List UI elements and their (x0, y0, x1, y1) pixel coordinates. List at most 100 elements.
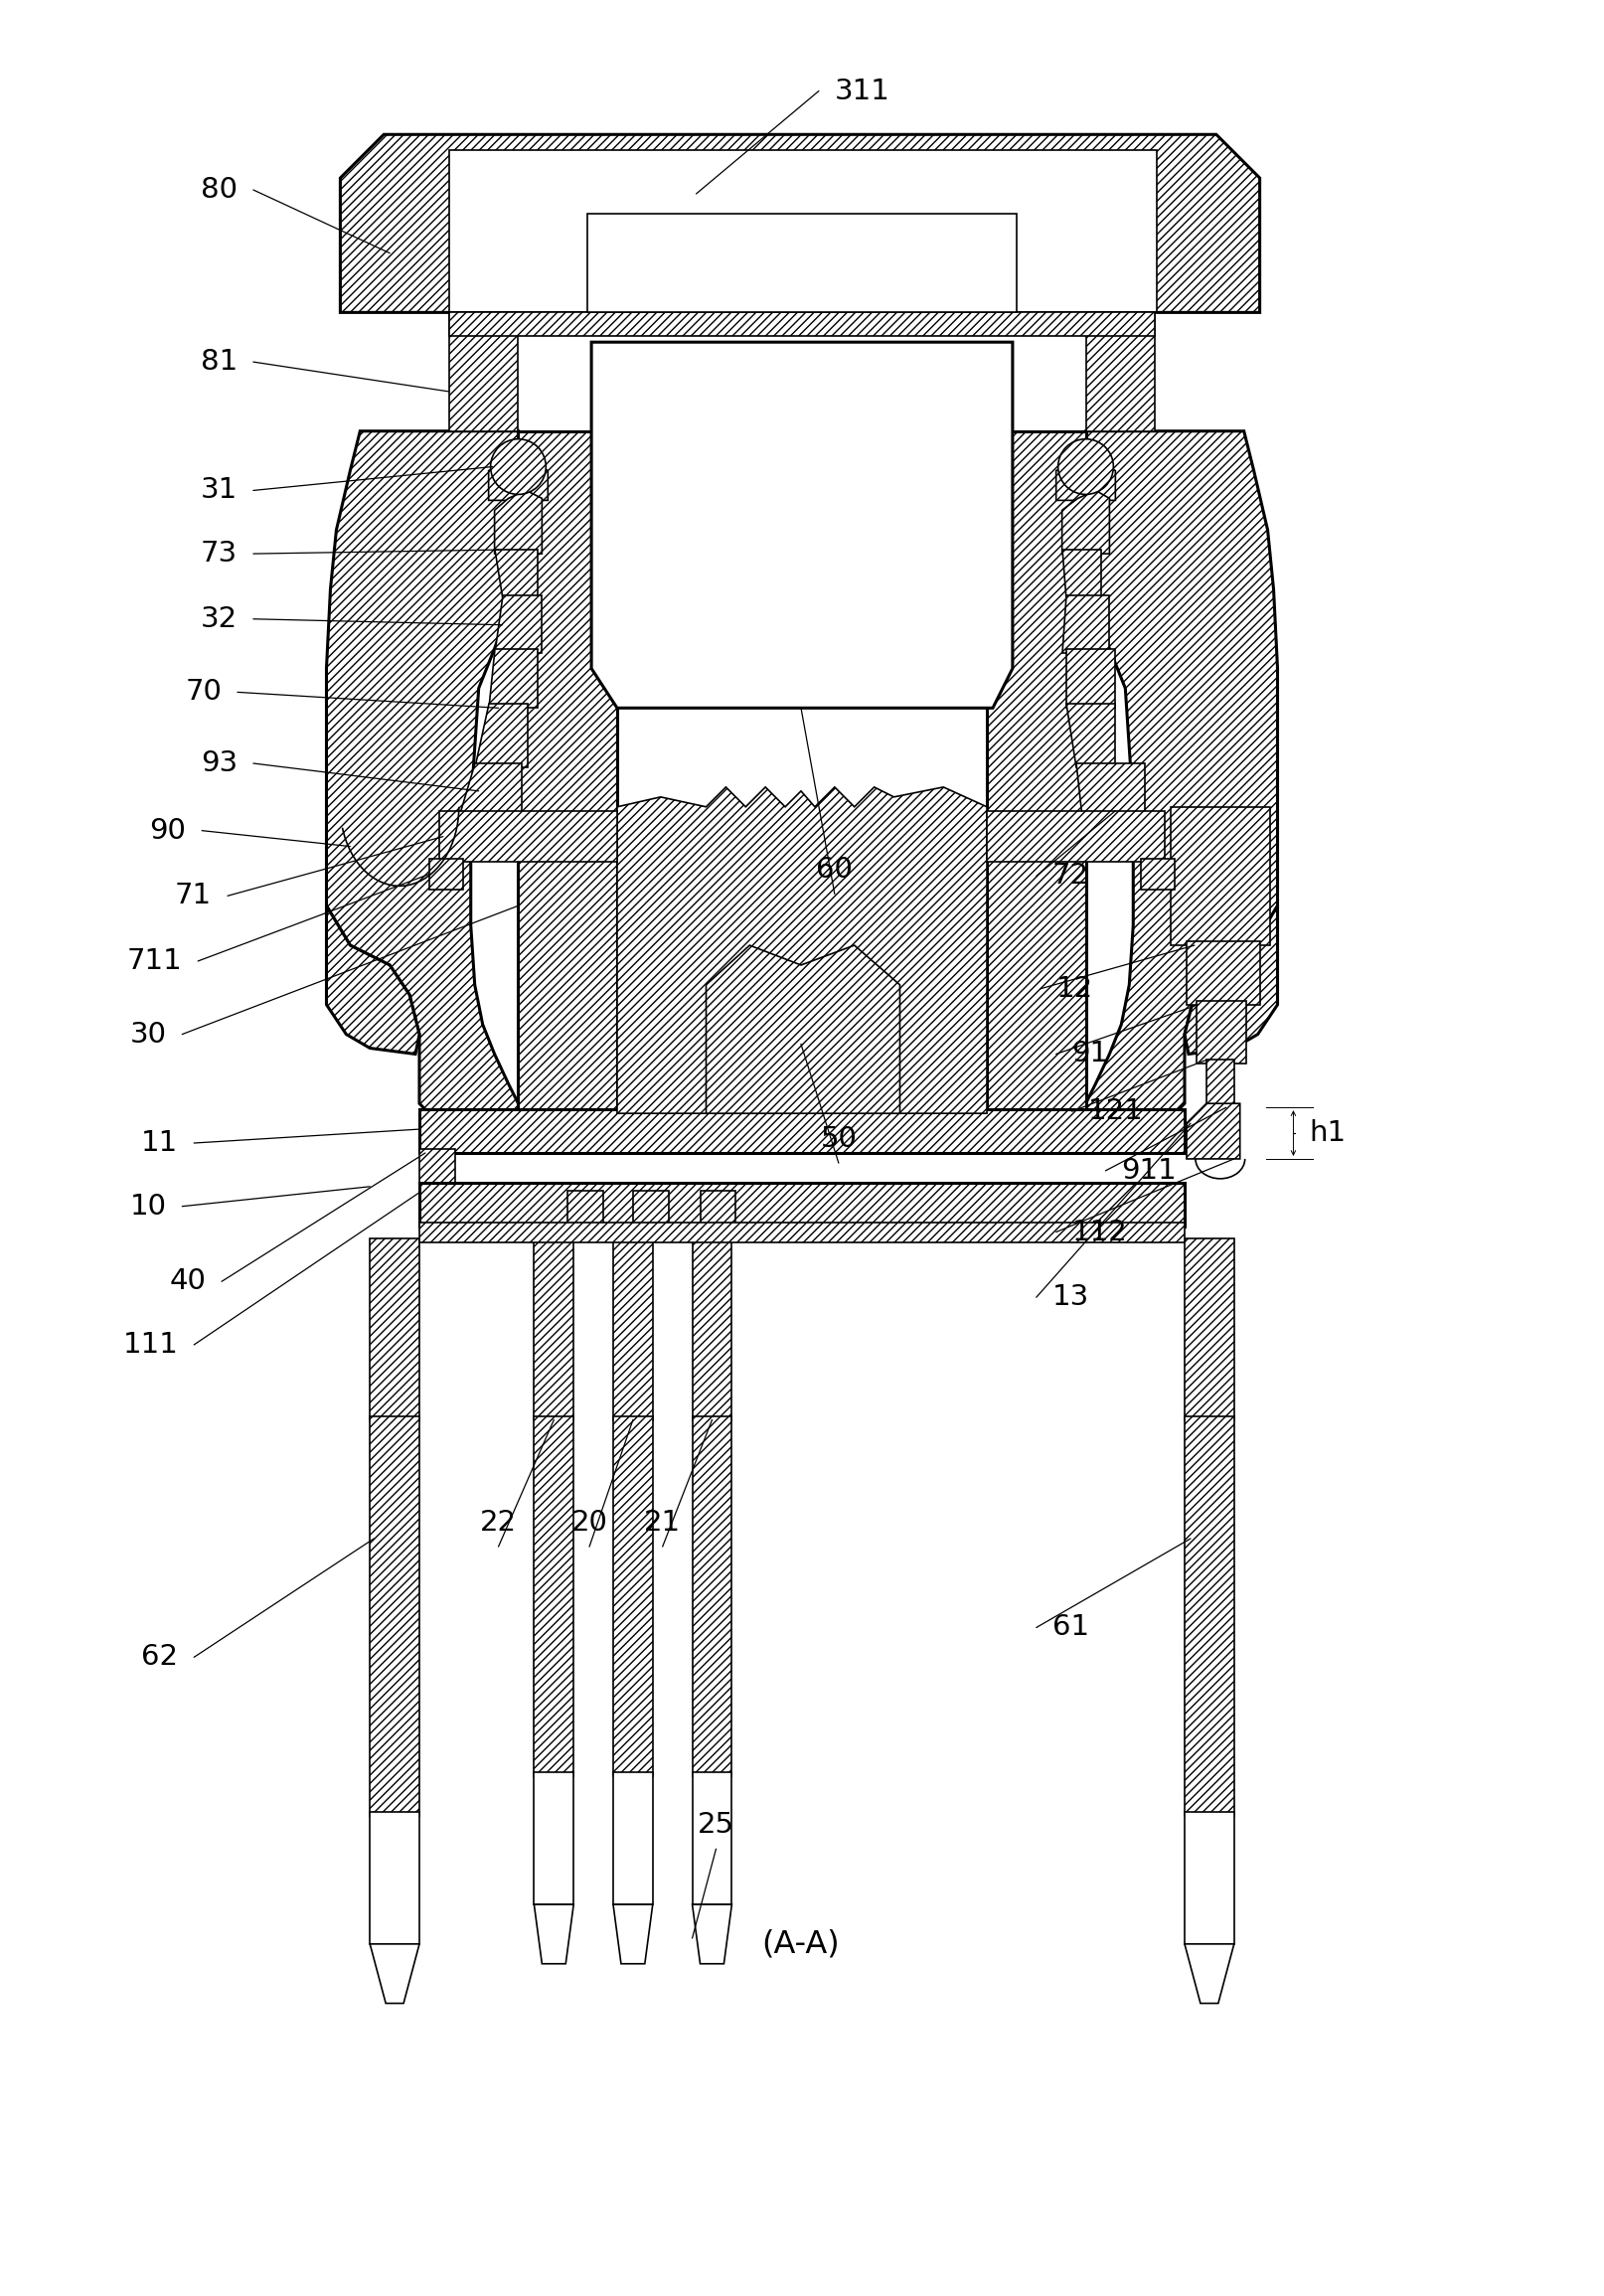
Bar (568, 1192, 603, 1226)
Polygon shape (371, 1812, 419, 1945)
Polygon shape (327, 905, 419, 1054)
Bar (449, 312, 1155, 335)
Polygon shape (1185, 1812, 1233, 1945)
Polygon shape (1185, 1417, 1233, 1816)
Polygon shape (1067, 650, 1115, 707)
Text: 73: 73 (200, 540, 237, 567)
Text: 911: 911 (1121, 1157, 1177, 1185)
Polygon shape (518, 432, 618, 1114)
Text: 22: 22 (480, 1508, 516, 1536)
Polygon shape (693, 1773, 731, 1903)
Text: 62: 62 (141, 1644, 178, 1671)
Bar (371, 1238, 419, 1419)
Polygon shape (1185, 905, 1277, 1054)
Polygon shape (693, 1417, 731, 1775)
Polygon shape (1076, 762, 1145, 817)
Bar (634, 1192, 669, 1226)
Polygon shape (1062, 549, 1102, 599)
Text: 91: 91 (1071, 1040, 1108, 1068)
Text: 25: 25 (698, 1812, 735, 1839)
Text: 70: 70 (184, 677, 221, 707)
Polygon shape (494, 491, 542, 553)
Polygon shape (1062, 595, 1110, 652)
Text: 31: 31 (200, 478, 237, 505)
Bar (613, 1238, 653, 1419)
Text: 61: 61 (1052, 1614, 1089, 1642)
Polygon shape (613, 1773, 653, 1903)
Text: 111: 111 (122, 1332, 178, 1359)
Text: 11: 11 (141, 1130, 178, 1157)
Bar (534, 1238, 574, 1419)
Polygon shape (1185, 1945, 1233, 2004)
Polygon shape (439, 810, 618, 863)
Text: 71: 71 (175, 882, 212, 909)
Polygon shape (1187, 941, 1259, 1006)
Bar (449, 149, 1156, 312)
Text: h1: h1 (1309, 1118, 1346, 1148)
Text: 93: 93 (200, 748, 237, 778)
Polygon shape (371, 1945, 419, 2004)
Text: (A-A): (A-A) (762, 1929, 840, 1958)
Polygon shape (1062, 491, 1110, 553)
Polygon shape (613, 1417, 653, 1775)
Bar (419, 1182, 1185, 1226)
Text: 80: 80 (200, 177, 237, 204)
Polygon shape (340, 135, 1259, 312)
Bar (1086, 312, 1155, 432)
Text: 20: 20 (571, 1508, 608, 1536)
Polygon shape (1197, 1001, 1246, 1063)
Bar (701, 1192, 736, 1226)
Polygon shape (613, 1903, 653, 1963)
Bar (419, 1221, 1185, 1242)
Polygon shape (1086, 432, 1277, 1114)
Polygon shape (371, 1417, 419, 1816)
Text: 90: 90 (149, 817, 186, 845)
Text: 81: 81 (200, 349, 237, 377)
Circle shape (491, 439, 545, 494)
Text: 21: 21 (645, 1508, 682, 1536)
Polygon shape (986, 810, 1165, 863)
Polygon shape (986, 432, 1086, 1114)
Bar (419, 1148, 456, 1192)
Polygon shape (494, 549, 537, 599)
Text: 311: 311 (834, 78, 890, 106)
Text: 30: 30 (130, 1019, 167, 1049)
Polygon shape (706, 946, 900, 1114)
Text: 40: 40 (168, 1267, 205, 1295)
Polygon shape (1055, 455, 1115, 501)
Text: 112: 112 (1071, 1219, 1128, 1247)
Polygon shape (592, 342, 1012, 707)
Text: 121: 121 (1088, 1097, 1144, 1125)
Text: 711: 711 (127, 948, 183, 976)
Bar (1185, 1238, 1233, 1419)
Text: 72: 72 (1052, 863, 1089, 891)
Polygon shape (475, 705, 528, 767)
Bar (419, 1109, 1185, 1153)
Text: 60: 60 (816, 856, 853, 884)
Polygon shape (489, 455, 549, 501)
Text: 32: 32 (200, 606, 237, 634)
Polygon shape (489, 650, 537, 707)
Polygon shape (1067, 705, 1115, 767)
Polygon shape (430, 859, 464, 891)
Bar (693, 1238, 731, 1419)
Polygon shape (494, 595, 542, 652)
Text: 12: 12 (1055, 976, 1092, 1003)
Text: 13: 13 (1052, 1283, 1089, 1311)
Polygon shape (327, 432, 518, 1114)
Polygon shape (1206, 1061, 1233, 1107)
Circle shape (1059, 439, 1113, 494)
Polygon shape (1140, 859, 1174, 891)
Polygon shape (1171, 806, 1270, 946)
Bar (587, 214, 1017, 312)
Polygon shape (618, 788, 986, 1114)
Bar (449, 312, 518, 432)
Polygon shape (1187, 1104, 1240, 1159)
Polygon shape (693, 1903, 731, 1963)
Polygon shape (534, 1417, 574, 1775)
Polygon shape (534, 1903, 574, 1963)
Polygon shape (459, 762, 523, 817)
Polygon shape (534, 1773, 574, 1903)
Text: 50: 50 (820, 1125, 857, 1153)
Text: 10: 10 (130, 1192, 167, 1219)
